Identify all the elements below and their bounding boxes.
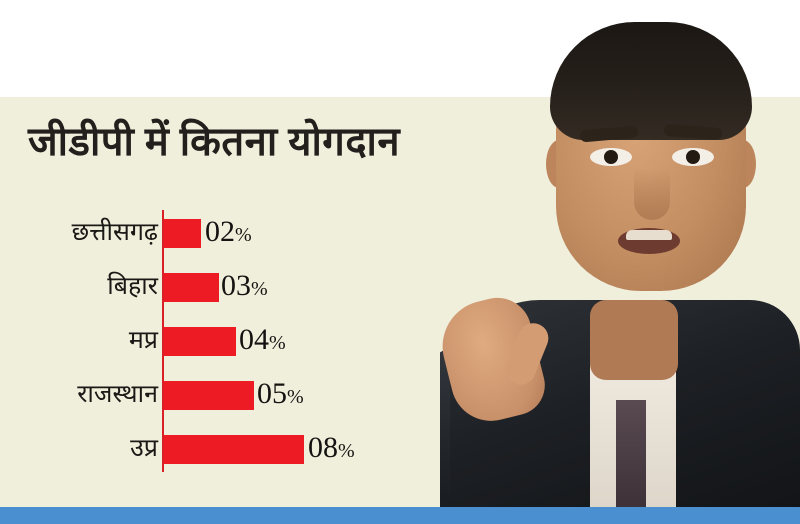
bar-segment	[164, 272, 219, 302]
chart-axis-line	[162, 210, 164, 472]
bar-value-label: 03%	[221, 268, 268, 302]
bar-category-label: बिहार	[107, 273, 158, 300]
bar-segment	[164, 218, 201, 248]
bar-value-label: 08%	[308, 430, 355, 464]
bar-segment	[164, 380, 254, 410]
bar-value-label: 05%	[257, 376, 304, 410]
bottom-blue-strip	[0, 507, 800, 524]
chart-row: बिहार 03%	[0, 260, 430, 314]
bar-segment	[164, 326, 236, 356]
photo-teeth	[626, 230, 672, 240]
bar-value-label: 02%	[205, 214, 252, 248]
bar-category-label: उप्र	[130, 435, 158, 462]
bar-category-label: राजस्थान	[77, 381, 158, 408]
photo-nose	[634, 168, 670, 220]
page-title: जीडीपी में कितना योगदान	[28, 119, 401, 164]
photo-neck	[590, 300, 678, 380]
chart-row: मप्र 04%	[0, 314, 430, 368]
photo-pupil-left	[604, 150, 618, 164]
photo-tie	[616, 400, 646, 512]
bar-value-label: 04%	[239, 322, 286, 356]
person-photo	[440, 0, 800, 512]
bar-segment	[164, 434, 304, 464]
photo-pupil-right	[686, 150, 700, 164]
chart-row: उप्र 08%	[0, 422, 430, 476]
photo-hair	[550, 22, 752, 140]
bar-chart: छत्तीसगढ़ 02% बिहार 03% मप्र 04% राजस्था…	[0, 206, 430, 478]
bar-category-label: छत्तीसगढ़	[71, 219, 158, 246]
bar-category-label: मप्र	[128, 327, 158, 354]
chart-row: राजस्थान 05%	[0, 368, 430, 422]
chart-row: छत्तीसगढ़ 02%	[0, 206, 430, 260]
